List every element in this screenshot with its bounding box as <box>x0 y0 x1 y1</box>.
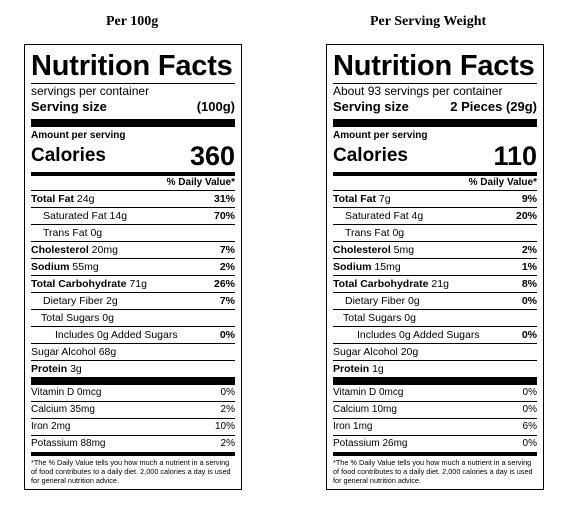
nutrient-row-added-sugars: Includes 0g Added Sugars 0% <box>333 326 537 343</box>
calories-value: 110 <box>493 141 537 171</box>
nutrient-row-protein: Protein 1g <box>333 360 537 377</box>
nutrient-row-dietary-fiber: Dietary Fiber 0g 0% <box>333 292 537 309</box>
nutrient-row-total-fat: Total Fat 7g 9% <box>333 190 537 207</box>
panel-heading-per-serving: Per Serving Weight <box>370 14 487 29</box>
serving-size-value: 2 Pieces (29g) <box>450 99 537 114</box>
nutrient-row-iron: Iron 2mg 10% <box>31 418 235 435</box>
nutrient-row-protein: Protein 3g <box>31 360 235 377</box>
nutrient-row-potassium: Potassium 88mg 2% <box>31 435 235 452</box>
amount-per-serving: Amount per serving <box>333 130 428 141</box>
nutrient-row-dietary-fiber: Dietary Fiber 2g 7% <box>31 292 235 309</box>
nutrient-row-cholesterol: Cholesterol 20mg 7% <box>31 241 235 258</box>
panel-heading-per-100g: Per 100g <box>106 14 159 29</box>
serving-size: Serving size 2 Pieces (29g) <box>333 99 537 119</box>
calories-row: Calories 110 <box>333 142 537 172</box>
nutrient-row-cholesterol: Cholesterol 5mg 2% <box>333 241 537 258</box>
nutrient-row-saturated-fat: Saturated Fat 4g 20% <box>333 207 537 224</box>
nutrient-row-vitamin-d: Vitamin D 0mcg 0% <box>31 387 235 398</box>
calories-label: Calories <box>31 145 106 166</box>
nutrient-row-sugar-alcohol: Sugar Alcohol 68g <box>31 343 235 360</box>
nutrient-row-sodium: Sodium 15mg 1% <box>333 258 537 275</box>
nutrient-row-saturated-fat: Saturated Fat 14g 70% <box>31 207 235 224</box>
serving-size-label: Serving size <box>31 99 107 114</box>
calories-value: 360 <box>189 141 235 171</box>
nutrient-row-added-sugars: Includes 0g Added Sugars 0% <box>31 326 235 343</box>
nutrition-label-per-100g: Nutrition Facts servings per container S… <box>24 44 242 490</box>
nutrient-row-sodium: Sodium 55mg 2% <box>31 258 235 275</box>
nutrient-row-vitamin-d: Vitamin D 0mcg 0% <box>333 387 537 398</box>
nutrient-row-total-sugars: Total Sugars 0g <box>333 309 537 326</box>
nutrient-row-total-carbohydrate: Total Carbohydrate 71g 26% <box>31 275 235 292</box>
nutrient-row-sugar-alcohol: Sugar Alcohol 20g <box>333 343 537 360</box>
servings-per-container: About 93 servings per container <box>333 84 503 98</box>
nutrient-row-trans-fat: Trans Fat 0g <box>31 224 235 241</box>
nutrient-row-iron: Iron 1mg 6% <box>333 418 537 435</box>
nutrient-row-total-sugars: Total Sugars 0g <box>31 309 235 326</box>
label-title: Nutrition Facts <box>333 50 535 82</box>
calories-row: Calories 360 <box>31 142 235 172</box>
nutrient-row-potassium: Potassium 26mg 0% <box>333 435 537 452</box>
serving-size: Serving size (100g) <box>31 99 235 119</box>
footnote: *The % Daily Value tells you how much a … <box>333 452 537 485</box>
label-title: Nutrition Facts <box>31 50 233 82</box>
nutrient-row-trans-fat: Trans Fat 0g <box>333 224 537 241</box>
calories-label: Calories <box>333 145 408 166</box>
daily-value-header: % Daily Value* <box>166 177 235 188</box>
serving-size-label: Serving size <box>333 99 409 114</box>
nutrition-label-per-serving: Nutrition Facts About 93 servings per co… <box>326 44 544 490</box>
footnote: *The % Daily Value tells you how much a … <box>31 452 235 485</box>
daily-value-header: % Daily Value* <box>468 177 537 188</box>
serving-size-value: (100g) <box>196 99 235 114</box>
nutrient-row-calcium: Calcium 35mg 2% <box>31 401 235 418</box>
nutrient-row-total-carbohydrate: Total Carbohydrate 21g 8% <box>333 275 537 292</box>
amount-per-serving: Amount per serving <box>31 130 126 141</box>
nutrient-row-calcium: Calcium 10mg 0% <box>333 401 537 418</box>
servings-per-container: servings per container <box>31 84 150 98</box>
nutrient-row-total-fat: Total Fat 24g 31% <box>31 190 235 207</box>
